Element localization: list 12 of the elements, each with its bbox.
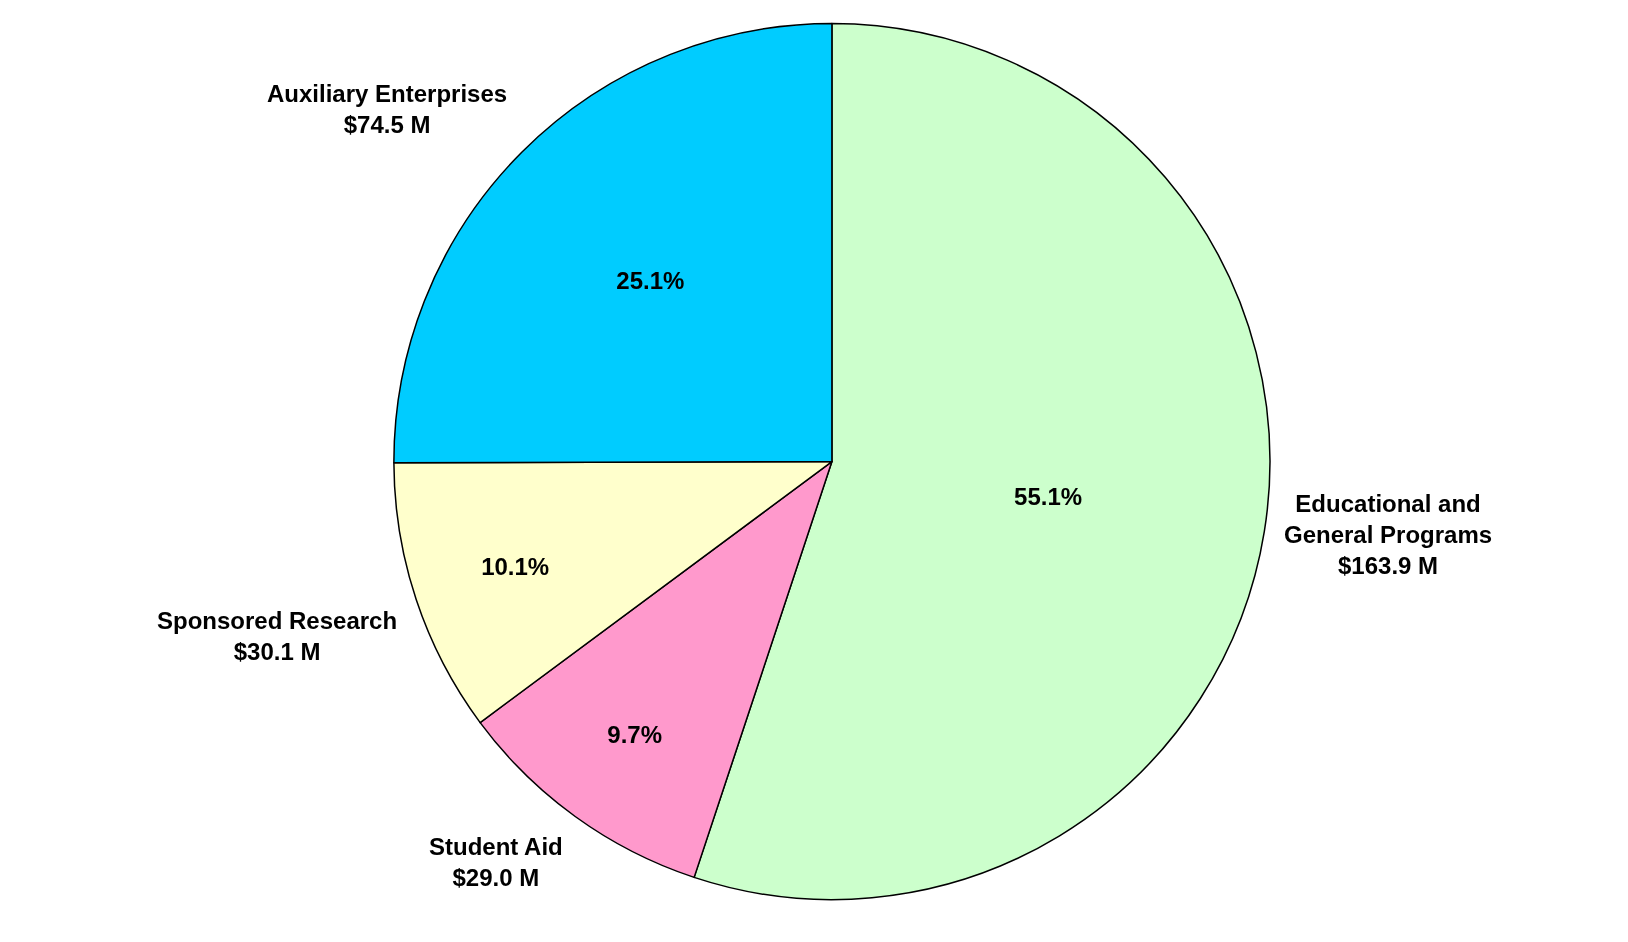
slice-label: Student Aid [429, 833, 563, 860]
data-label: $163.9 M [1338, 552, 1439, 580]
text: 55.1% [1014, 482, 1083, 510]
text: 9.7% [607, 720, 663, 748]
slice-label: Sponsored Research [157, 607, 398, 634]
text: 25.1% [616, 266, 685, 294]
slice-label: Auxiliary Enterprises [267, 80, 508, 107]
data-label: $30.1 M [233, 638, 321, 666]
text: 10.1% [481, 553, 550, 581]
data-label: $74.5 M [343, 111, 431, 139]
slice-label: Educational and General Programs [1284, 490, 1493, 549]
data-label: $29.0 M [452, 864, 540, 892]
